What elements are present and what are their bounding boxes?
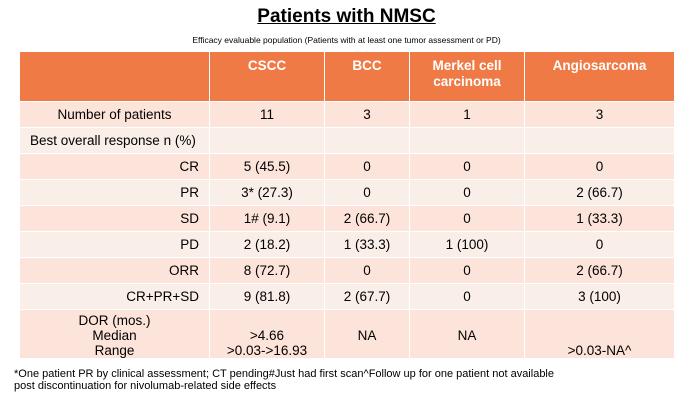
cell-bcc bbox=[324, 127, 410, 154]
footnote-star: *One patient PR by clinical assessment; … bbox=[14, 368, 269, 380]
table-row: Number of patients 11 3 1 3 bbox=[19, 101, 675, 128]
table-row-dor: DOR (mos.) Median Range >4.66 >0.03->16.… bbox=[19, 309, 675, 359]
cell-cscc: 2 (18.2) bbox=[209, 231, 325, 258]
table-row: SD 1# (9.1) 2 (66.7) 0 1 (33.3) bbox=[19, 205, 675, 232]
row-label: ORR bbox=[19, 257, 210, 284]
cell-cscc: 3* (27.3) bbox=[209, 179, 325, 206]
table-row: ORR 8 (72.7) 0 0 2 (66.7) bbox=[19, 257, 675, 284]
cell-merkel: 0 bbox=[409, 205, 525, 232]
cell-merkel: 0 bbox=[409, 257, 525, 284]
cell-angio: 3 bbox=[524, 101, 675, 128]
cell-bcc: 0 bbox=[324, 153, 410, 180]
footnotes: *One patient PR by clinical assessment; … bbox=[14, 368, 684, 392]
header-merkel: Merkel cell carcinoma bbox=[409, 51, 525, 102]
table-row: CR 5 (45.5) 0 0 0 bbox=[19, 153, 675, 180]
table-row: PR 3* (27.3) 0 0 2 (66.7) bbox=[19, 179, 675, 206]
row-label: Number of patients bbox=[19, 101, 210, 128]
header-angiosarcoma: Angiosarcoma bbox=[524, 51, 675, 102]
dor-bcc: NA bbox=[357, 328, 377, 343]
cell-cscc: 11 bbox=[209, 101, 325, 128]
cell-bcc: 1 (33.3) bbox=[324, 231, 410, 258]
results-table: CSCC BCC Merkel cell carcinoma Angiosarco… bbox=[19, 51, 675, 359]
footnote-star-continued: post discontinuation for nivolumab-relat… bbox=[14, 380, 277, 392]
dor-range-label: Range bbox=[94, 343, 135, 358]
cell-cscc: 9 (81.8) bbox=[209, 283, 325, 310]
dor-median-label: Median bbox=[92, 328, 137, 343]
dor-label-cell: DOR (mos.) Median Range bbox=[19, 309, 210, 359]
row-label: PD bbox=[19, 231, 210, 258]
header-blank bbox=[19, 51, 210, 102]
table-row: PD 2 (18.2) 1 (33.3) 1 (100) 0 bbox=[19, 231, 675, 258]
dor-merkel-cell: NA bbox=[409, 309, 525, 359]
footnote-caret: ^Follow up for one patient not available bbox=[363, 368, 554, 380]
header-merkel-line2: carcinoma bbox=[433, 74, 501, 89]
dor-cscc-median: >4.66 bbox=[249, 328, 285, 343]
cell-angio: 2 (66.7) bbox=[524, 179, 675, 206]
cell-merkel: 1 bbox=[409, 101, 525, 128]
row-label: SD bbox=[19, 205, 210, 232]
cell-bcc: 2 (66.7) bbox=[324, 205, 410, 232]
dor-angio-range: >0.03-NA^ bbox=[567, 343, 632, 358]
cell-angio: 1 (33.3) bbox=[524, 205, 675, 232]
header-bcc: BCC bbox=[324, 51, 410, 102]
cell-merkel bbox=[409, 127, 525, 154]
cell-bcc: 2 (67.7) bbox=[324, 283, 410, 310]
cell-bcc: 0 bbox=[324, 179, 410, 206]
cell-angio: 0 bbox=[524, 231, 675, 258]
dor-merkel: NA bbox=[457, 328, 477, 343]
cell-bcc: 0 bbox=[324, 257, 410, 284]
cell-cscc: 1# (9.1) bbox=[209, 205, 325, 232]
cell-bcc: 3 bbox=[324, 101, 410, 128]
cell-merkel: 1 (100) bbox=[409, 231, 525, 258]
cell-angio: 3 (100) bbox=[524, 283, 675, 310]
slide-subtitle: Efficacy evaluable population (Patients … bbox=[192, 35, 501, 45]
table-row: CR+PR+SD 9 (81.8) 2 (67.7) 0 3 (100) bbox=[19, 283, 675, 310]
row-label: CR bbox=[19, 153, 210, 180]
slide-title: Patients with NMSC bbox=[257, 6, 436, 27]
row-label: CR+PR+SD bbox=[19, 283, 210, 310]
cell-merkel: 0 bbox=[409, 283, 525, 310]
dor-label: DOR (mos.) bbox=[78, 313, 151, 328]
row-label: Best overall response n (%) bbox=[19, 127, 210, 154]
footnote-hash: #Just had first scan bbox=[268, 368, 364, 380]
cell-cscc: 5 (45.5) bbox=[209, 153, 325, 180]
row-label: PR bbox=[19, 179, 210, 206]
cell-cscc: 8 (72.7) bbox=[209, 257, 325, 284]
cell-angio: 2 (66.7) bbox=[524, 257, 675, 284]
cell-cscc bbox=[209, 127, 325, 154]
dor-bcc-cell: NA bbox=[324, 309, 410, 359]
header-merkel-line1: Merkel cell bbox=[432, 58, 502, 73]
cell-merkel: 0 bbox=[409, 179, 525, 206]
dor-cscc-cell: >4.66 >0.03->16.93 bbox=[209, 309, 325, 359]
cell-angio bbox=[524, 127, 675, 154]
dor-cscc-range: >0.03->16.93 bbox=[226, 343, 308, 358]
cell-angio: 0 bbox=[524, 153, 675, 180]
table-header-row: CSCC BCC Merkel cell carcinoma Angiosarco… bbox=[19, 51, 675, 102]
table-row: Best overall response n (%) bbox=[19, 127, 675, 154]
header-cscc: CSCC bbox=[209, 51, 325, 102]
dor-angio-cell: >0.03-NA^ bbox=[524, 309, 675, 359]
cell-merkel: 0 bbox=[409, 153, 525, 180]
